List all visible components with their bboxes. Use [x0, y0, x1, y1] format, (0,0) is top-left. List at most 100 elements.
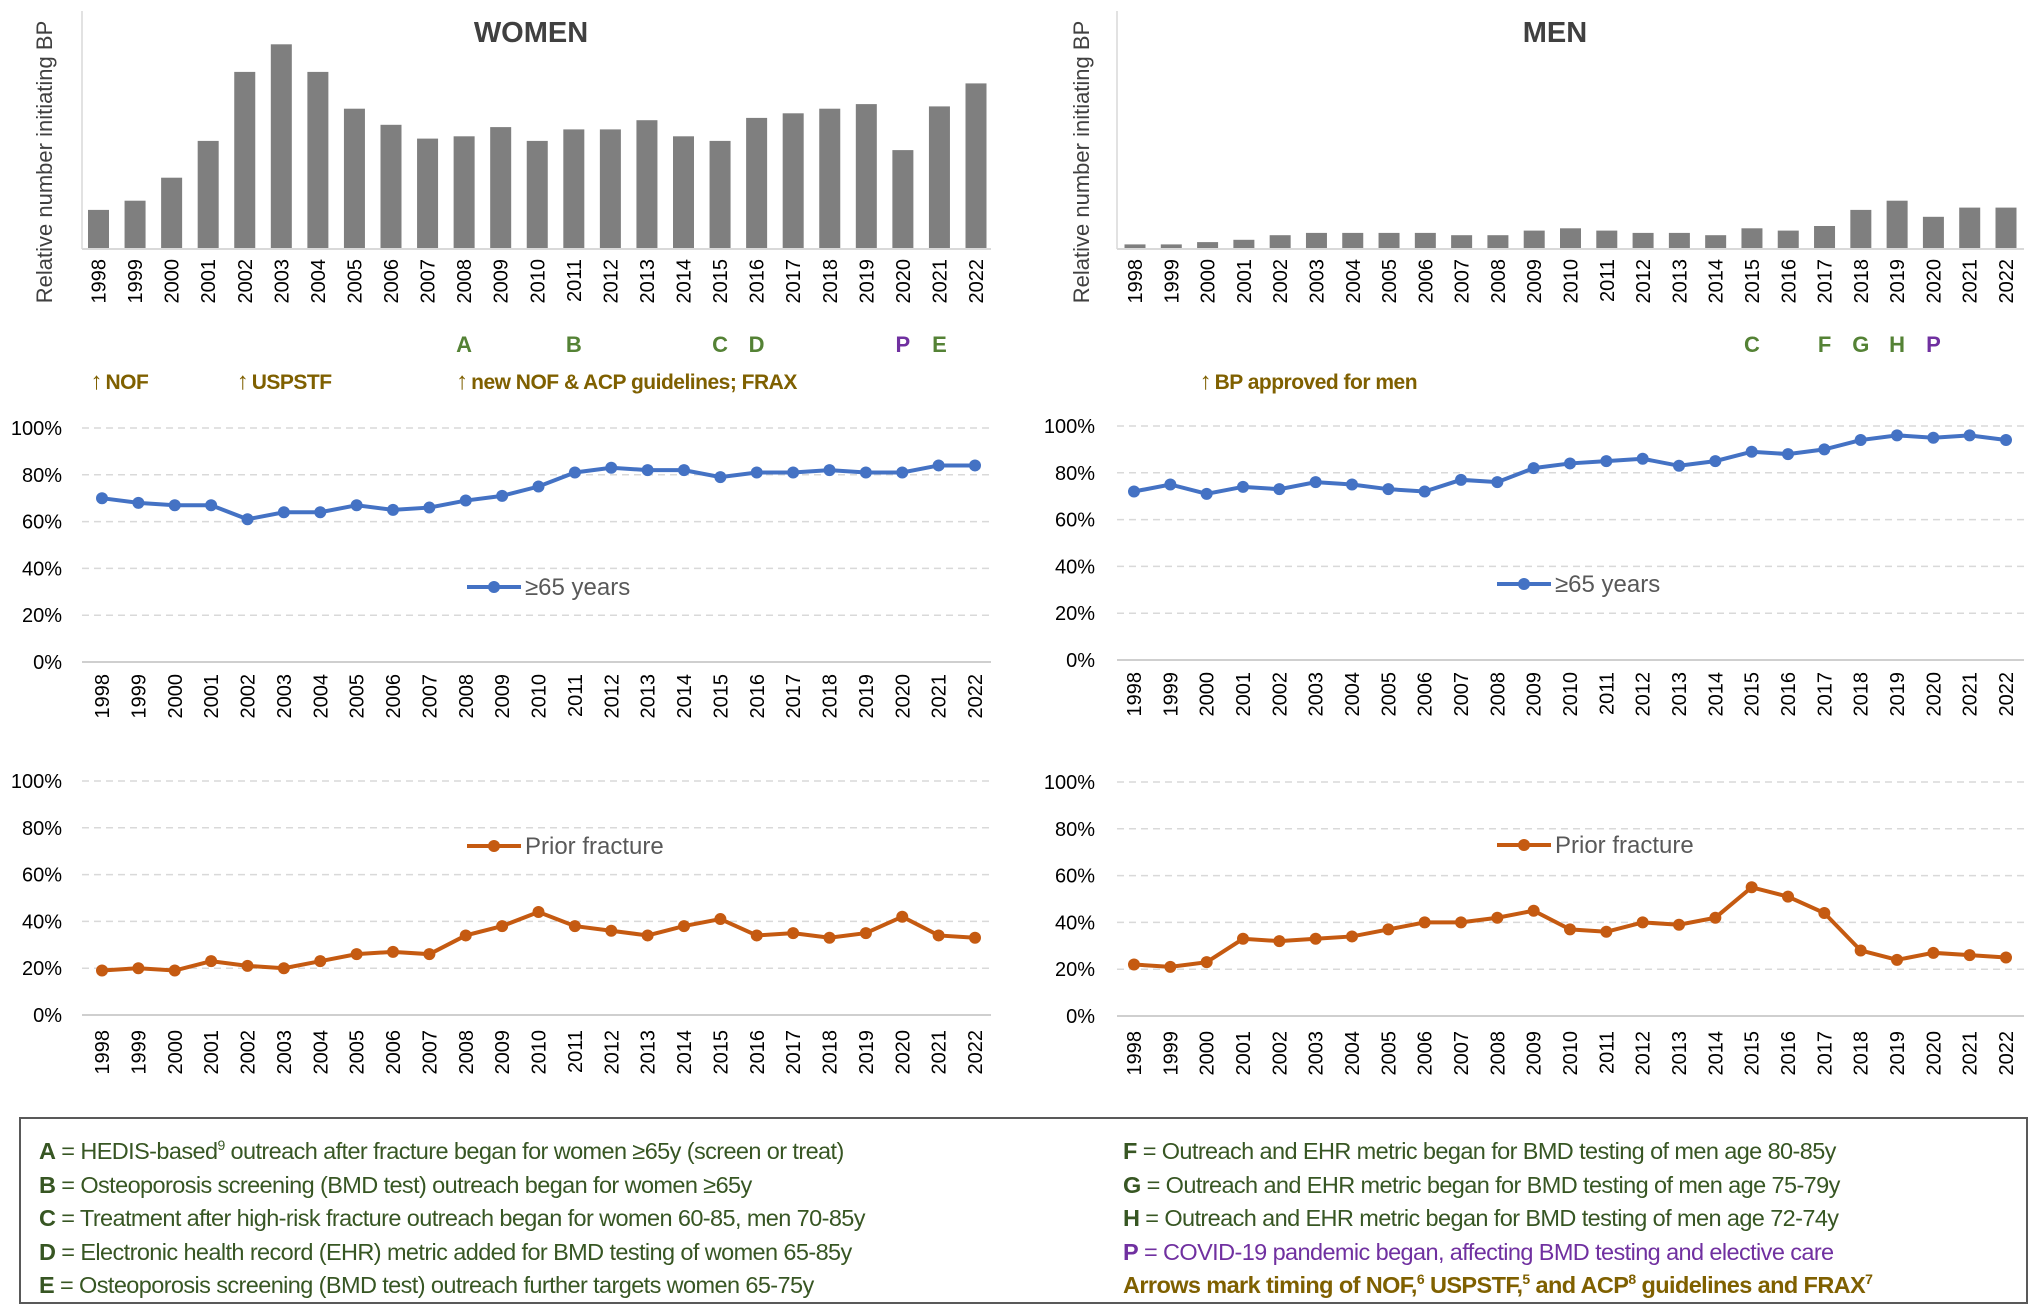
- bar-2011: [563, 129, 585, 249]
- x-tick-label: 2022: [966, 259, 988, 304]
- bar-2006: [380, 124, 402, 249]
- data-point-2007: [1455, 473, 1467, 486]
- x-tick-label: 2015: [1742, 1031, 1764, 1076]
- y-tick-label: 20%: [1055, 603, 1095, 625]
- bar-2001: [1233, 239, 1255, 249]
- x-tick-label: 1998: [1124, 1031, 1146, 1076]
- footnote-G: G = Outreach and EHR metric began for BM…: [1123, 1169, 1872, 1203]
- event-marker-G: G: [1852, 332, 1869, 357]
- data-point-2022: [969, 459, 981, 472]
- bar-2015: [709, 140, 731, 249]
- y-tick-label: 40%: [22, 558, 62, 580]
- y-tick-label: 100%: [1044, 772, 1095, 794]
- data-point-2003: [1309, 932, 1322, 945]
- data-point-2006: [387, 503, 399, 516]
- data-point-2011: [568, 466, 581, 479]
- y-tick-label: 60%: [1055, 510, 1095, 532]
- bar-2012: [1632, 232, 1654, 249]
- data-point-1998: [96, 492, 108, 505]
- x-tick-label: 2007: [418, 259, 440, 304]
- x-tick-label: 2014: [1705, 1031, 1727, 1076]
- data-point-2017: [1818, 907, 1831, 920]
- x-tick-label: 2017: [783, 674, 805, 719]
- x-tick-label: 2018: [820, 1030, 842, 1075]
- data-point-2005: [1382, 923, 1395, 936]
- bar-2016: [746, 117, 768, 250]
- data-point-2004: [1346, 930, 1358, 943]
- bar-2005: [343, 108, 365, 249]
- data-point-2001: [205, 955, 218, 968]
- reference-superscript: 7: [1865, 1271, 1873, 1288]
- footnote-P: P = COVID-19 pandemic began, affecting B…: [1123, 1236, 1872, 1270]
- x-tick-label: 2017: [1814, 1031, 1836, 1076]
- data-point-2007: [423, 501, 436, 514]
- x-tick-label: 2000: [1198, 259, 1220, 304]
- x-tick-label: 2002: [1269, 1031, 1291, 1076]
- footnote-text: and ACP: [1529, 1272, 1629, 1298]
- x-tick-label: 2012: [1633, 259, 1655, 304]
- bar-1999: [1160, 244, 1182, 249]
- x-tick-label: 2005: [344, 259, 366, 304]
- reference-superscript: 8: [1628, 1271, 1636, 1288]
- data-point-2013: [641, 464, 654, 477]
- data-point-2014: [678, 920, 690, 933]
- x-tick-label: 2014: [674, 674, 696, 719]
- x-tick-label: 2021: [1960, 259, 1982, 304]
- data-point-2006: [1418, 485, 1431, 498]
- data-point-2015: [714, 913, 727, 926]
- bar-2018: [819, 108, 841, 249]
- x-tick-label: 2012: [600, 259, 622, 304]
- footnote-left-column: A = HEDIS-based9 outreach after fracture…: [39, 1135, 866, 1303]
- data-point-2001: [1237, 480, 1249, 493]
- legend-marker: [1518, 578, 1530, 590]
- x-tick-label: 2012: [601, 674, 623, 719]
- data-point-2010: [532, 906, 545, 919]
- data-point-2013: [1673, 459, 1685, 472]
- x-tick-label: 2000: [165, 1030, 187, 1075]
- bar-2000: [161, 177, 183, 249]
- x-tick-label: 2016: [1778, 259, 1800, 304]
- footnote-text: = Outreach and EHR metric began for BMD …: [1136, 1138, 1837, 1164]
- footnote-arrows: Arrows mark timing of NOF,6 USPSTF,5 and…: [1123, 1269, 1873, 1303]
- data-point-2009: [1527, 904, 1540, 917]
- footnote-F: F = Outreach and EHR metric began for BM…: [1123, 1135, 1872, 1169]
- y-tick-label: 20%: [22, 605, 62, 627]
- x-tick-label: 2007: [1451, 1031, 1473, 1076]
- data-point-2019: [1891, 953, 1903, 966]
- footnote-key: P: [1123, 1238, 1139, 1265]
- data-point-2005: [350, 499, 363, 512]
- x-tick-label: 2002: [1270, 259, 1292, 304]
- x-tick-label: 2018: [1851, 672, 1873, 717]
- data-point-2006: [1418, 916, 1431, 929]
- x-tick-label: 2012: [1633, 1031, 1655, 1076]
- legend-label: ≥65 years: [525, 574, 630, 601]
- x-tick-label: 2022: [1996, 1031, 2018, 1076]
- x-tick-label: 2020: [1923, 259, 1945, 304]
- guideline-arrow-label: new NOF & ACP guidelines; FRAX: [471, 371, 797, 394]
- women-65-chart: 0% 20% 40% 60% 80% 100% ≥65 years 1998 1999 2000 2…: [11, 418, 991, 719]
- x-tick-label: 2006: [1415, 672, 1437, 717]
- data-point-2012: [1636, 916, 1649, 929]
- footnote-text: guidelines and FRAX: [1635, 1272, 1866, 1298]
- x-tick-label: 2011: [1597, 259, 1619, 302]
- footnote-key: H: [1123, 1205, 1140, 1231]
- bar-2007: [417, 138, 439, 249]
- data-point-2000: [168, 499, 181, 512]
- bar-2022: [965, 83, 987, 250]
- x-tick-label: 2018: [1851, 259, 1873, 304]
- x-tick-label: 2008: [456, 1030, 478, 1075]
- x-tick-label: 2008: [456, 674, 478, 719]
- x-tick-label: 2009: [1524, 259, 1546, 304]
- footnote-key: A: [39, 1138, 56, 1164]
- bar-1998: [88, 209, 109, 249]
- x-tick-label: 2003: [271, 259, 293, 304]
- event-marker-E: E: [932, 332, 947, 357]
- x-tick-label: 2021: [929, 1030, 951, 1075]
- data-point-1999: [1164, 960, 1177, 973]
- x-tick-label: 2008: [1487, 672, 1509, 717]
- x-tick-label: 2008: [1487, 1031, 1509, 1076]
- data-point-2007: [1455, 916, 1467, 929]
- x-tick-label: 2017: [1815, 259, 1837, 304]
- bar-2010: [1560, 228, 1581, 249]
- x-tick-label: 2001: [1233, 672, 1255, 717]
